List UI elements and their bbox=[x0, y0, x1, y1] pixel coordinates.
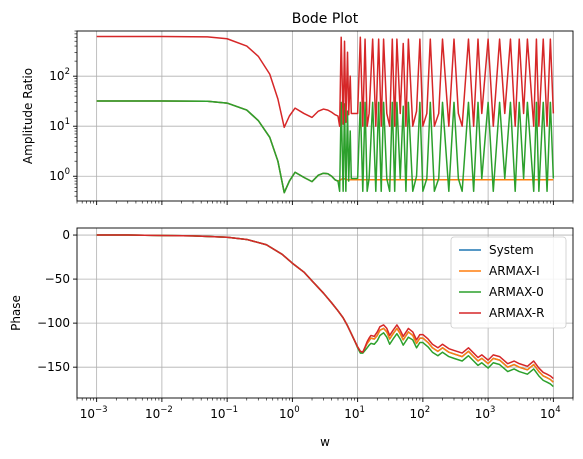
amplitude-ylabel: Amplitude Ratio bbox=[21, 68, 35, 164]
x-tick-label: 101 bbox=[344, 405, 365, 421]
phase-axes-frame bbox=[76, 227, 574, 399]
phase-grid bbox=[77, 228, 573, 398]
phase-xlabel: w bbox=[320, 435, 330, 449]
legend-entry-label: ARMAX-I bbox=[489, 264, 540, 278]
chart-title: Bode Plot bbox=[292, 11, 359, 27]
y-tick-label: 101 bbox=[49, 117, 70, 133]
phase-series-group bbox=[96, 234, 554, 388]
legend-entry-label: System bbox=[489, 243, 534, 257]
x-tick-label: 104 bbox=[540, 405, 561, 421]
amplitude-panel: 100 101 102 Amplitude Ratio bbox=[21, 30, 574, 205]
legend-frame bbox=[450, 236, 567, 329]
amplitude-series-group bbox=[96, 35, 555, 194]
x-tick-label: 100 bbox=[279, 405, 300, 421]
amplitude-axes-frame bbox=[76, 30, 574, 202]
y-tick-label: −100 bbox=[37, 316, 70, 330]
x-tick-label: 103 bbox=[475, 405, 496, 421]
legend-entry-label: ARMAX-0 bbox=[489, 285, 544, 299]
legend: System ARMAX-I ARMAX-0 ARMAX-R bbox=[450, 236, 567, 329]
x-tick-label: 10−2 bbox=[145, 405, 173, 421]
y-tick-label: −50 bbox=[45, 272, 70, 286]
amplitude-series-armax-r bbox=[96, 35, 555, 129]
phase-series-armax-r bbox=[96, 234, 554, 380]
y-tick-label: −150 bbox=[37, 360, 70, 374]
y-tick-label: 100 bbox=[49, 167, 70, 183]
amplitude-series-armax-0 bbox=[96, 100, 555, 194]
x-tick-label: 10−3 bbox=[80, 405, 108, 421]
legend-entry-label: ARMAX-R bbox=[489, 306, 544, 320]
y-tick-label: 0 bbox=[62, 228, 70, 242]
x-tick-label: 102 bbox=[410, 405, 431, 421]
phase-ylabel: Phase bbox=[9, 295, 23, 331]
y-tick-label: 102 bbox=[49, 67, 70, 83]
x-tick-label: 10−1 bbox=[210, 405, 238, 421]
